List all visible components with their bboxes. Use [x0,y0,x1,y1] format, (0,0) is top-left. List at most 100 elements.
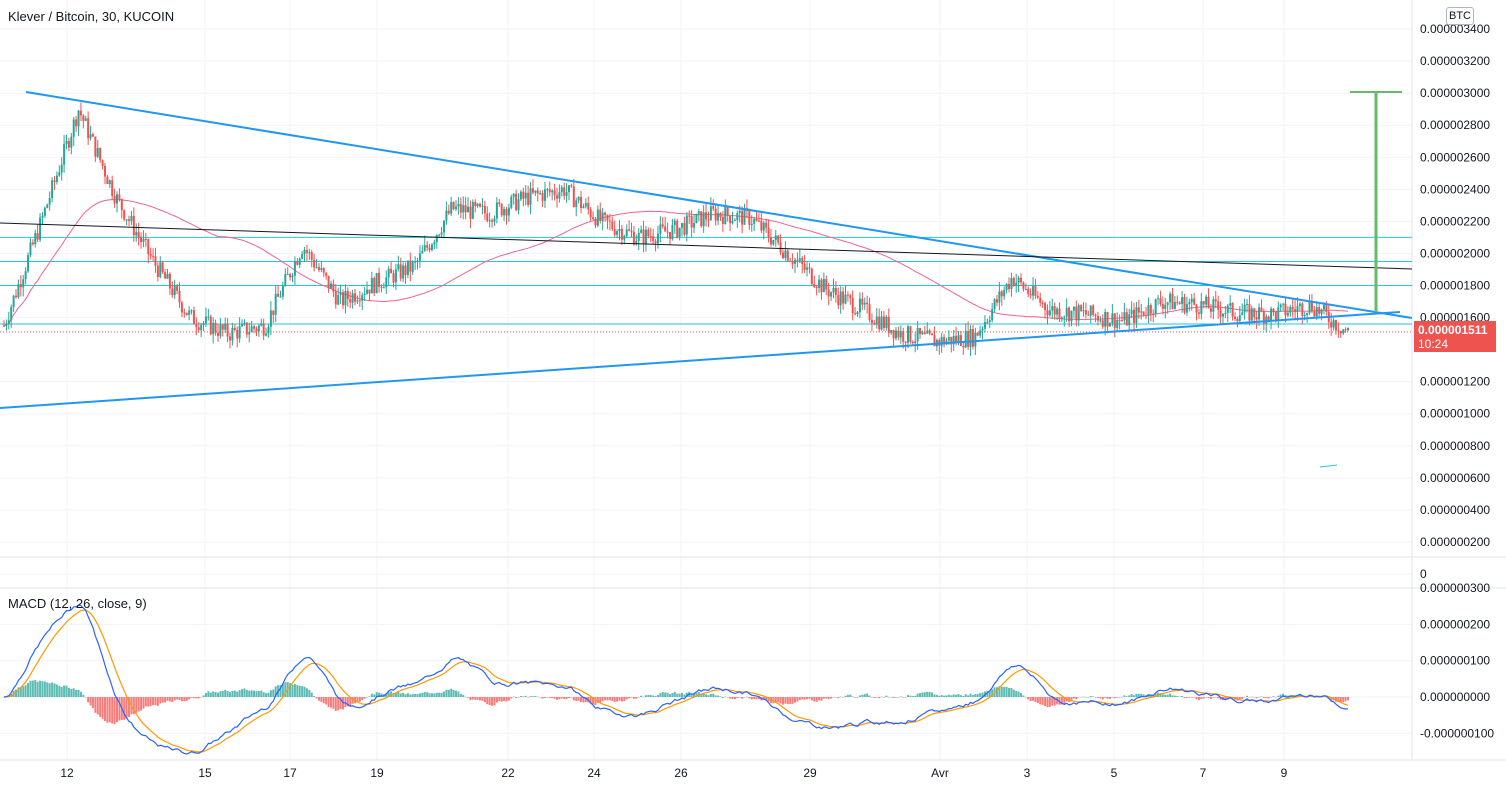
macd-histogram-bar [507,697,510,701]
macd-histogram-bar [241,689,244,697]
candle-body [70,136,73,148]
time-tick-label: 12 [60,766,74,780]
time-tick-label: 17 [283,766,297,780]
macd-histogram-bar [1200,697,1203,699]
candle-body [529,188,532,205]
macd-histogram-bar [551,697,554,698]
candle-body [500,204,503,216]
macd-histogram-bar [390,691,393,697]
macd-histogram-bar [873,697,876,698]
candle-body [404,265,407,276]
candle-body [19,284,22,288]
candle-body [82,115,85,121]
candle-body [363,293,366,295]
candle-body [543,189,546,201]
candle-body [1193,298,1196,305]
candle-body [604,212,607,216]
macd-histogram-bar [103,697,106,722]
macd-histogram-bar [1101,697,1104,700]
candle-body [53,180,56,182]
macd-histogram-bar [327,697,330,708]
candle-body [1318,307,1321,314]
currency-badge[interactable]: BTC [1446,7,1474,25]
candle-body [1344,329,1347,331]
macd-histogram-bar [1286,695,1289,697]
candle-body [161,262,164,273]
candle-body [642,229,645,245]
macd-histogram-bar [113,697,116,725]
macd-histogram-bar [789,697,792,705]
macd-histogram-bar [534,696,537,697]
candle-body [1339,331,1342,334]
macd-histogram-bar [625,697,628,700]
candle-body [75,119,78,127]
macd-histogram-bar [921,692,924,697]
candle-body [863,302,866,305]
macd-histogram-bar [938,695,941,697]
candle-body [178,290,181,303]
macd-histogram-bar [238,690,241,697]
candle-body [705,212,708,220]
macd-histogram-bar [832,697,835,698]
macd-histogram-bar [173,697,176,701]
candle-body [887,316,890,334]
candle-body [202,323,205,326]
candle-body [616,231,619,235]
candle-body [539,193,542,195]
candle-body [515,193,518,211]
candle-body [885,316,888,328]
macd-histogram-bar [474,697,477,700]
macd-histogram-bar [481,697,484,701]
macd-histogram-bar [897,697,900,698]
macd-histogram-bar [476,697,479,700]
macd-histogram-bar [693,693,696,697]
macd-histogram-bar [65,685,68,697]
candle-body [555,195,558,199]
macd-histogram-bar [19,686,22,697]
macd-histogram-bar [967,695,970,697]
macd-histogram-bar [962,696,965,697]
macd-histogram-bar [322,697,325,704]
candle-body [580,196,583,209]
macd-histogram-bar [243,688,246,697]
candle-body [1205,296,1208,305]
candle-body [406,260,409,276]
candle-body [1077,305,1080,321]
candle-body [640,229,643,233]
macd-histogram-bar [197,697,200,699]
macd-histogram-bar [700,694,703,697]
candle-body [1029,293,1032,296]
candle-body [1296,306,1299,312]
macd-histogram-bar [94,697,97,713]
macd-histogram-bar [67,687,70,697]
macd-histogram-bar [861,694,864,697]
candle-body [1032,286,1035,296]
macd-histogram-bar [803,697,806,700]
macd-histogram-bar [543,697,546,698]
bar-countdown: 10:24 [1418,337,1449,351]
macd-histogram-bar [368,696,371,697]
candle-body [320,268,323,271]
candle-body [7,320,10,324]
macd-histogram-bar [486,697,489,705]
macd-histogram-bar [810,697,813,701]
macd-histogram-bar [289,683,292,697]
candle-body [1118,319,1121,321]
candle-body [1229,303,1232,306]
candle-body [613,228,616,235]
candle-body [986,321,989,323]
macd-histogram-bar [753,697,756,700]
macd-histogram-bar [796,697,799,702]
candle-body [1176,301,1179,303]
macd-histogram-bar [613,697,616,702]
macd-histogram-bar [262,692,265,697]
candle-body [899,331,902,338]
candle-body [137,232,140,238]
macd-histogram-bar [168,697,171,702]
candle-body [361,294,364,301]
macd-histogram-bar [298,685,301,697]
candle-body [1282,303,1285,305]
macd-histogram-bar [1087,697,1090,698]
